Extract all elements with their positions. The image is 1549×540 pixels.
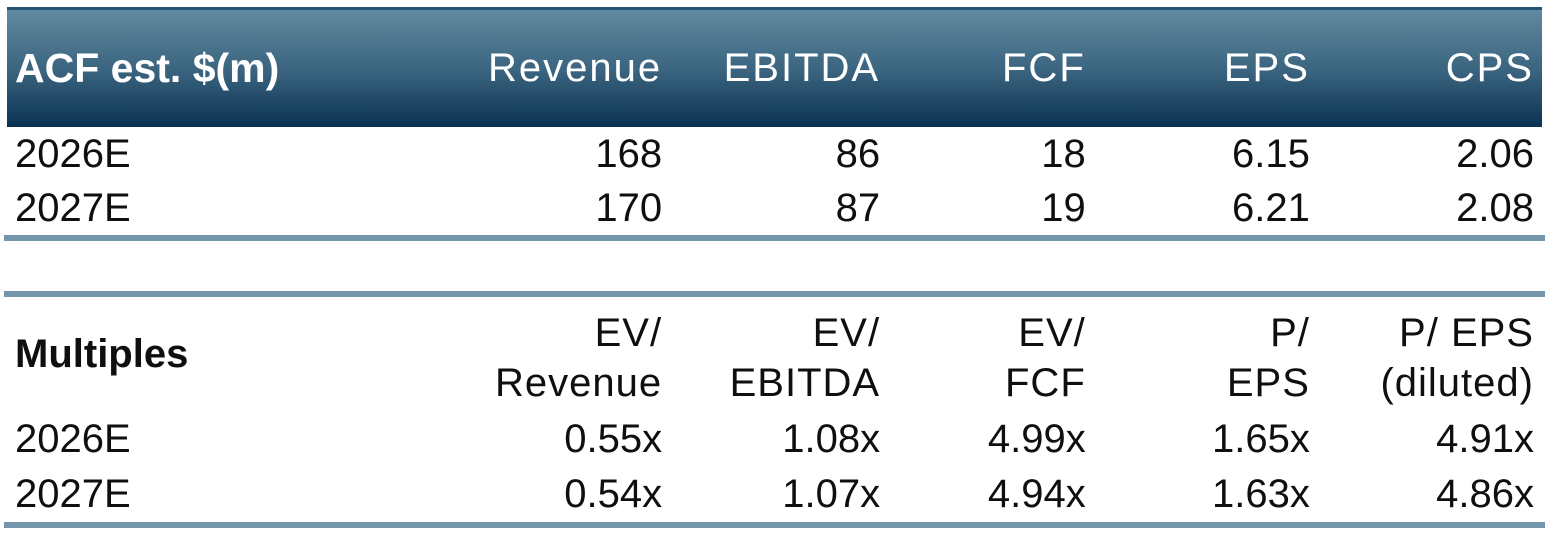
header-line1: EV/	[1018, 310, 1086, 355]
divider-line-top	[4, 235, 1545, 241]
table-row-multiples-2026e: 2026E 0.55x 1.08x 4.99x 1.65x 4.91x	[7, 412, 1542, 467]
value-p-eps-diluted: 4.86x	[1436, 472, 1534, 516]
column-header-ebitda: EBITDA	[723, 46, 881, 90]
value-ev-revenue: 0.54x	[564, 472, 663, 516]
column-header-eps: EPS	[1223, 46, 1310, 90]
value-ev-fcf: 4.99x	[987, 417, 1086, 461]
column-header-p-eps: P/ EPS	[1094, 302, 1318, 408]
header-line1: P/ EPS	[1399, 310, 1534, 355]
value-revenue: 170	[595, 185, 663, 230]
column-header-cps: CPS	[1445, 46, 1534, 90]
estimates-table-title: ACF est. $(m)	[15, 45, 280, 91]
header-line2: EPS	[1226, 360, 1310, 405]
table-row-2026e: 2026E 168 86 18 6.15 2.06	[7, 127, 1542, 181]
column-header-p-eps-diluted: P/ EPS (diluted)	[1318, 302, 1542, 408]
value-ebitda: 87	[835, 185, 881, 230]
column-header-ev-ebitda: EV/ EBITDA	[670, 302, 888, 408]
row-label: 2027E	[15, 185, 131, 230]
column-header-ev-revenue: EV/ Revenue	[446, 302, 670, 408]
row-label: 2027E	[15, 472, 131, 516]
column-header-fcf: FCF	[1002, 46, 1086, 90]
multiples-table-title: Multiples	[15, 332, 189, 376]
header-line2: FCF	[1005, 360, 1086, 405]
value-ebitda: 86	[835, 131, 881, 176]
header-line2: Revenue	[494, 360, 663, 405]
header-line1: EV/	[812, 310, 881, 355]
estimates-header-row: ACF est. $(m) Revenue EBITDA FCF EPS CPS	[7, 7, 1542, 127]
table-row-2027e: 2027E 170 87 19 6.21 2.08	[7, 181, 1542, 235]
value-cps: 2.06	[1456, 131, 1534, 176]
value-fcf: 19	[1041, 185, 1086, 230]
header-line2: (diluted)	[1380, 360, 1534, 405]
table-row-multiples-2027e: 2027E 0.54x 1.07x 4.94x 1.63x 4.86x	[7, 467, 1542, 522]
value-fcf: 18	[1041, 131, 1086, 176]
header-line2: EBITDA	[729, 360, 881, 405]
value-eps: 6.15	[1232, 131, 1310, 176]
divider-line-middle	[4, 291, 1545, 297]
value-eps: 6.21	[1232, 185, 1310, 230]
header-line1: P/	[1270, 310, 1310, 355]
value-ev-ebitda: 1.08x	[782, 417, 881, 461]
divider-line-bottom	[4, 522, 1545, 528]
column-header-revenue: Revenue	[487, 46, 663, 90]
value-p-eps: 1.63x	[1212, 472, 1310, 516]
value-revenue: 168	[595, 131, 663, 176]
header-line1: EV/	[594, 310, 663, 355]
value-ev-ebitda: 1.07x	[782, 472, 881, 516]
section-gap	[0, 241, 1549, 291]
value-p-eps: 1.65x	[1212, 417, 1310, 461]
value-ev-revenue: 0.55x	[564, 417, 663, 461]
value-p-eps-diluted: 4.91x	[1436, 417, 1534, 461]
value-cps: 2.08	[1456, 185, 1534, 230]
row-label: 2026E	[15, 417, 131, 461]
column-header-ev-fcf: EV/ FCF	[888, 302, 1094, 408]
value-ev-fcf: 4.94x	[987, 472, 1086, 516]
multiples-header-row: Multiples EV/ Revenue EV/ EBITDA EV/ FCF…	[7, 297, 1542, 412]
row-label: 2026E	[15, 131, 131, 176]
